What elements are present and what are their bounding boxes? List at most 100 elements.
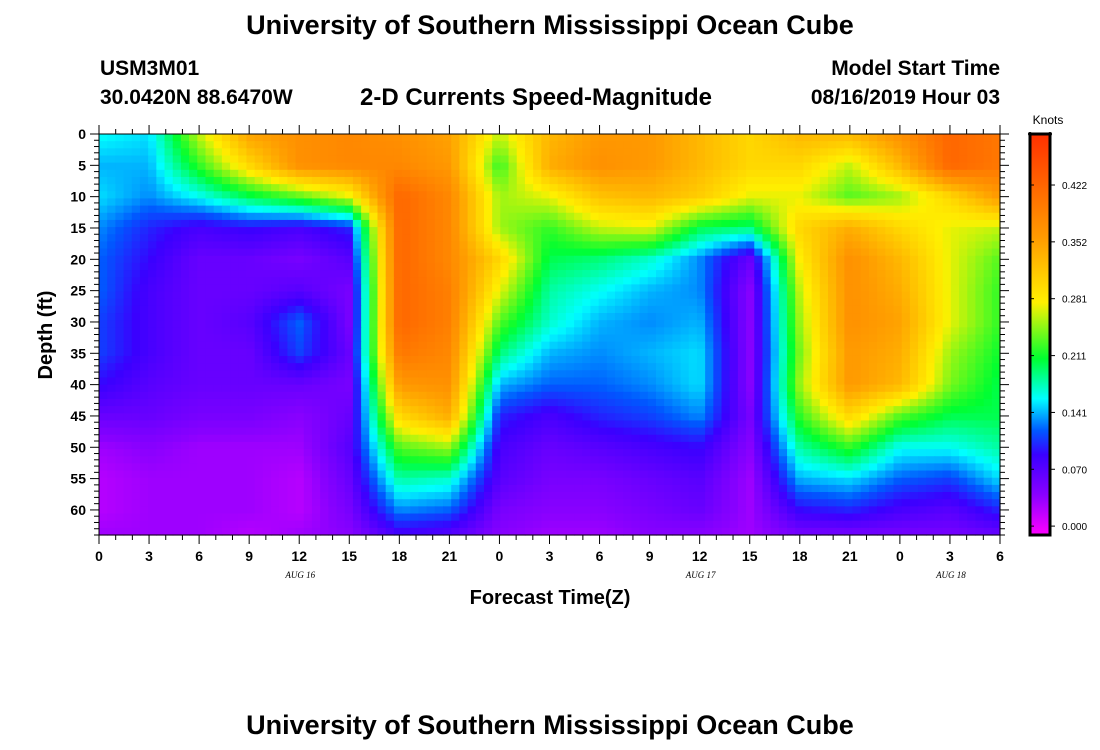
heat-cell (991, 227, 1001, 235)
heat-cell (885, 191, 895, 200)
heat-cell (352, 377, 362, 386)
heat-cell (492, 270, 501, 278)
heat-cell (361, 341, 370, 350)
heat-cell (131, 348, 141, 357)
heat-cell (180, 320, 190, 328)
heat-cell (99, 134, 108, 142)
heat-cell (492, 398, 501, 407)
heat-cell (262, 427, 272, 436)
heat-cell (197, 176, 207, 185)
heat-cell (254, 313, 264, 321)
heat-cell (705, 449, 714, 457)
heat-cell (369, 155, 379, 164)
heat-cell (967, 134, 977, 142)
heat-cell (729, 384, 739, 393)
heat-cell (819, 141, 829, 149)
heat-cell (770, 155, 780, 164)
heat-cell (819, 406, 829, 414)
heat-cell (983, 212, 993, 221)
heat-cell (434, 320, 444, 328)
heat-cell (533, 291, 542, 300)
heat-cell (492, 334, 501, 343)
heat-cell (639, 355, 649, 364)
heat-cell (623, 305, 633, 314)
heat-cell (475, 413, 485, 422)
heat-cell (402, 205, 411, 214)
heat-cell (483, 348, 493, 357)
heat-cell (696, 363, 706, 371)
heat-cell (328, 449, 338, 457)
heat-cell (574, 377, 583, 386)
heat-cell (254, 305, 264, 314)
heat-cell (180, 313, 190, 321)
heat-cell (230, 176, 239, 185)
heat-cell (99, 449, 108, 457)
heat-cell (737, 169, 747, 178)
heat-cell (942, 427, 952, 436)
heat-cell (230, 284, 239, 293)
heat-cell (746, 434, 755, 443)
heat-cell (516, 298, 526, 307)
heat-cell (606, 262, 616, 271)
heat-cell (311, 134, 321, 142)
heat-cell (852, 427, 862, 436)
heat-cell (713, 212, 723, 221)
heat-cell (983, 420, 993, 429)
heat-cell (238, 456, 248, 464)
heat-cell (615, 212, 624, 221)
heat-cell (803, 227, 813, 235)
heat-cell (942, 219, 952, 228)
heat-cell (459, 313, 469, 321)
heat-cell (860, 305, 870, 314)
heat-cell (688, 305, 698, 314)
heat-cell (787, 155, 796, 164)
heat-cell (713, 148, 723, 157)
heat-cell (467, 277, 477, 285)
heat-cell (959, 320, 968, 328)
heat-cell (615, 370, 624, 379)
heat-cell (508, 205, 518, 214)
heat-cell (852, 262, 862, 271)
heat-cell (410, 248, 420, 257)
heat-cell (295, 420, 305, 429)
heat-cell (475, 420, 485, 429)
heat-cell (172, 298, 182, 307)
heat-cell (492, 241, 501, 250)
heat-cell (475, 205, 485, 214)
heat-cell (369, 291, 379, 300)
heat-cell (295, 291, 305, 300)
heat-cell (836, 413, 845, 422)
heat-cell (533, 427, 542, 436)
heat-cell (934, 184, 944, 192)
heat-cell (328, 262, 338, 271)
heat-cell (303, 305, 313, 314)
heat-cell (295, 212, 305, 221)
heat-cell (615, 363, 624, 371)
heat-cell (623, 420, 633, 429)
heat-cell (352, 420, 362, 429)
heat-cell (131, 248, 141, 257)
heat-cell (729, 341, 739, 350)
heat-cell (918, 377, 927, 386)
heat-cell (344, 341, 354, 350)
heat-cell (942, 262, 952, 271)
heat-cell (148, 334, 157, 343)
heat-cell (139, 191, 149, 200)
heat-cell (156, 406, 166, 414)
heat-cell (148, 184, 157, 192)
heat-cell (631, 434, 641, 443)
heat-cell (705, 277, 714, 285)
heat-cell (565, 227, 575, 235)
heat-cell (574, 413, 583, 422)
heat-cell (385, 191, 395, 200)
heat-cell (868, 141, 878, 149)
heat-cell (262, 277, 272, 285)
heat-cell (508, 398, 518, 407)
heat-cell (967, 255, 977, 264)
heat-cell (901, 305, 911, 314)
heat-cell (729, 241, 739, 250)
heat-cell (287, 334, 297, 343)
heat-cell (516, 134, 526, 142)
heat-cell (516, 370, 526, 379)
heat-cell (541, 191, 551, 200)
